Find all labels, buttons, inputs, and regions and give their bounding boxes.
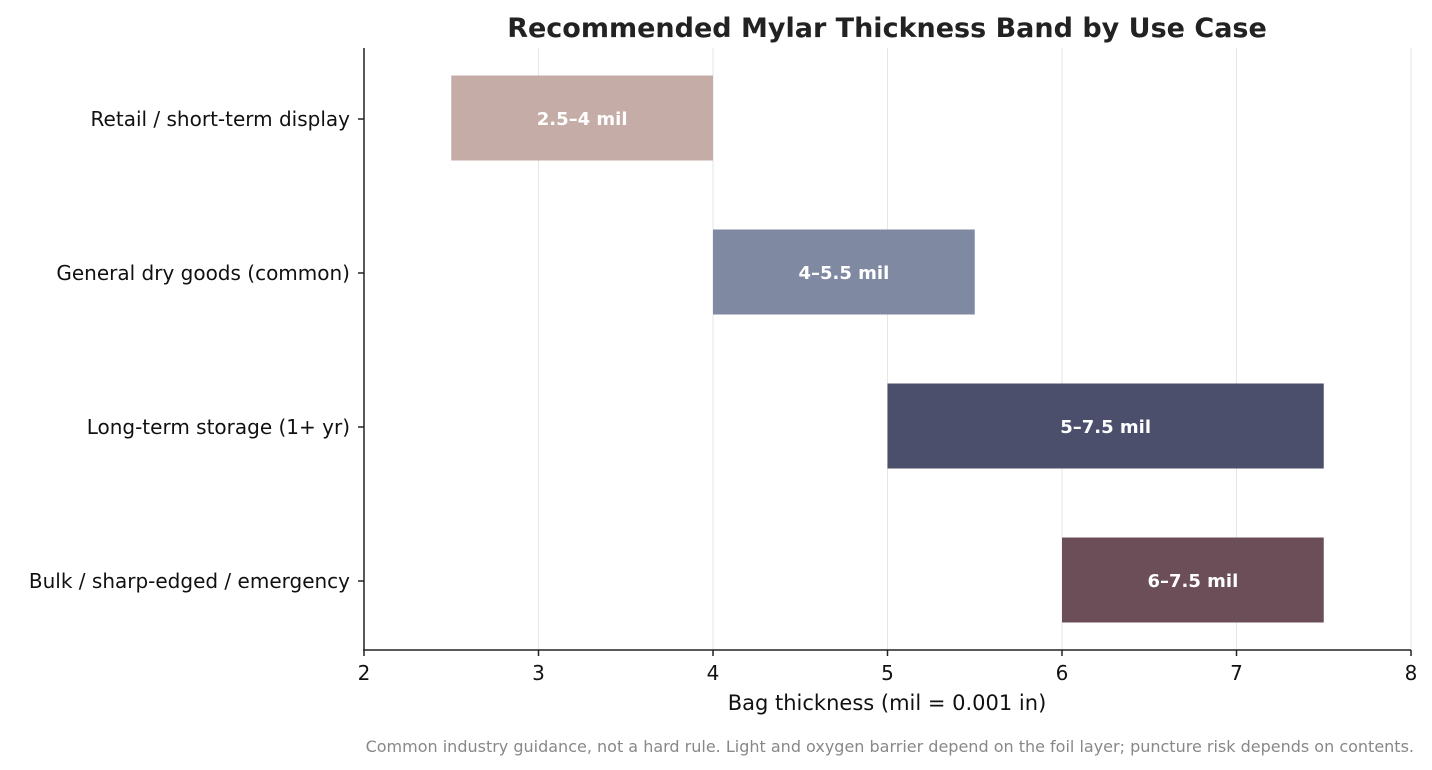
x-tick-label: 3	[532, 661, 545, 685]
x-axis-label: Bag thickness (mil = 0.001 in)	[728, 691, 1047, 715]
range-bar	[1062, 537, 1324, 623]
range-bar	[451, 75, 713, 161]
bar-value-label: 5–7.5 mil	[1060, 417, 1151, 438]
footnote: Common industry guidance, not a hard rul…	[366, 737, 1414, 756]
x-tick-label: 5	[881, 661, 894, 685]
y-tick-labels: Retail / short-term display General dry g…	[29, 107, 364, 593]
y-tick-label: Long-term storage (1+ yr)	[87, 415, 350, 439]
range-bar	[887, 383, 1324, 469]
bar-value-label: 2.5–4 mil	[537, 109, 628, 130]
x-tick-label: 7	[1230, 661, 1243, 685]
x-tick-label: 4	[707, 661, 720, 685]
bar-value-label: 4–5.5 mil	[798, 263, 889, 284]
bars: 2.5–4 mil 4–5.5 mil 5–7.5 mil 6–7.5 mil	[451, 75, 1324, 623]
x-tick-label: 2	[358, 661, 371, 685]
x-tick-labels: 2 3 4 5 6 7 8	[358, 650, 1418, 685]
range-bar	[713, 229, 975, 315]
y-tick-label: Bulk / sharp-edged / emergency	[29, 569, 350, 593]
y-tick-label: Retail / short-term display	[91, 107, 351, 131]
y-tick-label: General dry goods (common)	[56, 261, 350, 285]
bar-value-label: 6–7.5 mil	[1147, 571, 1238, 592]
chart-title: Recommended Mylar Thickness Band by Use …	[507, 13, 1267, 44]
x-tick-label: 6	[1056, 661, 1069, 685]
x-tick-label: 8	[1405, 661, 1418, 685]
